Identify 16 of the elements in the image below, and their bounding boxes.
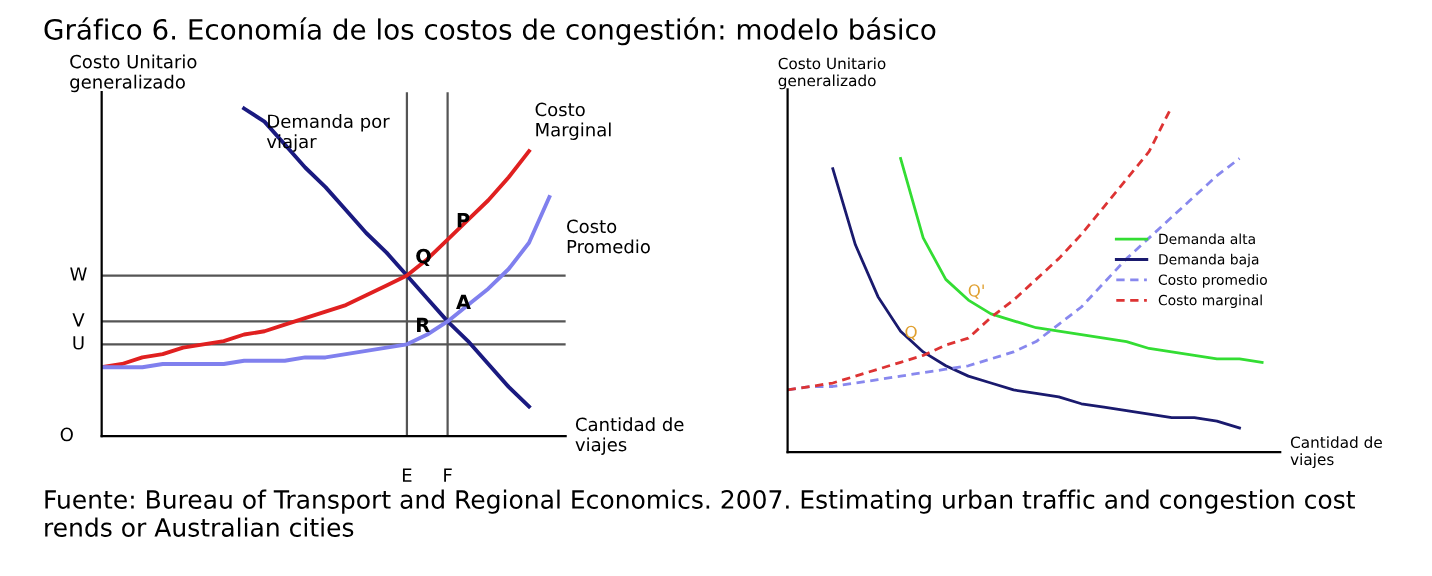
chart-title: Gráfico 6. Economía de los costos de congestión: modelo básico xyxy=(44,17,936,46)
ref-line-label: W xyxy=(70,267,87,281)
annotation: Q' xyxy=(968,284,984,299)
ref-line-label: U xyxy=(73,336,84,350)
x-axis-title: Cantidad de viajes xyxy=(575,417,684,455)
series-label: Costo Marginal xyxy=(535,102,611,140)
annotation: A xyxy=(456,294,471,310)
ref-line-label: V xyxy=(72,313,85,327)
x-tick-label: E xyxy=(402,468,412,482)
text: O xyxy=(60,427,73,442)
series-label: Costo Promedio xyxy=(567,219,650,254)
x-tick-label: F xyxy=(444,468,452,482)
annotation: R xyxy=(417,317,430,332)
source-note: Fuente: Bureau of Transport and Regional Economics. 2007. Estimating urban traffic and congestion cost rends or Australian cities xyxy=(45,489,1355,537)
annotation: Q xyxy=(905,325,917,341)
y-axis-title: Costo Unitario generalizado xyxy=(70,54,197,93)
